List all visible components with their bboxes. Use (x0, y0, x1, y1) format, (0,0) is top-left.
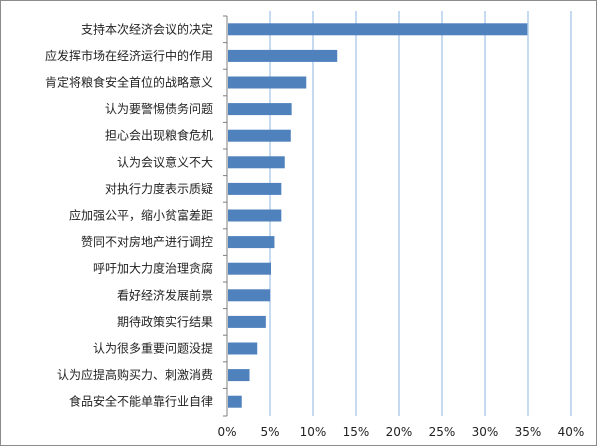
x-tick-label: 0% (217, 425, 236, 439)
bar (228, 289, 271, 302)
category-label: 应加强公平，缩小贫富差距 (69, 208, 213, 223)
bar (228, 395, 242, 408)
bar (228, 156, 285, 169)
category-label: 赞同不对房地产进行调控 (81, 234, 213, 249)
gridlines (269, 11, 572, 416)
bar (228, 315, 266, 328)
bar (228, 103, 292, 116)
bar (228, 76, 307, 89)
category-label: 肯定将粮食安全首位的战略意义 (45, 75, 213, 90)
category-label: 担心会出现粮食危机 (105, 128, 213, 143)
bar (228, 209, 282, 222)
category-label: 认为很多重要问题没提 (93, 341, 213, 356)
labels: 0% 5% 10% 15% 20% 25% 30% 35% 40% 支持本次经济会议的决定应发挥市… (45, 21, 584, 439)
category-label: 期待政策实行结果 (117, 314, 213, 329)
bar (228, 342, 258, 355)
category-label: 支持本次经济会议的决定 (81, 21, 213, 36)
bar (228, 182, 282, 195)
category-label: 应发挥市场在经济运行中的作用 (45, 48, 213, 63)
x-tick-label: 5% (260, 425, 279, 439)
x-tick-label: 35% (515, 425, 542, 439)
bars (228, 23, 528, 408)
bar (228, 262, 271, 275)
x-tick-label: 40% (558, 425, 585, 439)
category-label: 食品安全不能单靠行业自律 (69, 394, 213, 409)
category-label: 认为要警惕债务问题 (105, 101, 213, 116)
bar (228, 129, 291, 142)
category-label: 认为会议意义不大 (117, 154, 213, 169)
x-tick-label: 25% (429, 425, 456, 439)
bar (228, 49, 338, 62)
category-label: 对执行力度表示质疑 (105, 181, 213, 196)
x-tick-label: 10% (300, 425, 327, 439)
bar (228, 23, 528, 36)
axes (223, 15, 228, 417)
category-label: 看好经济发展前景 (117, 287, 213, 302)
bar (228, 369, 250, 382)
x-tick-label: 30% (472, 425, 499, 439)
x-tick-label: 20% (386, 425, 413, 439)
x-tick-label: 15% (343, 425, 370, 439)
category-label: 呼吁加大力度治理贪腐 (93, 261, 213, 276)
bar (228, 236, 275, 249)
category-label: 认为应提高购买力、刺激消费 (57, 367, 213, 382)
